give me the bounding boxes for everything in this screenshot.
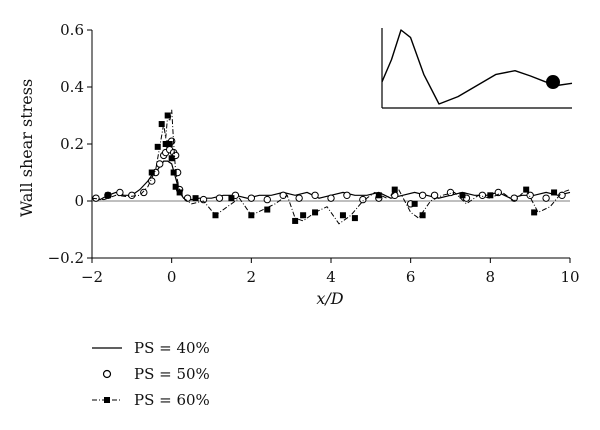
point-ps50: [359, 195, 367, 204]
point-ps60: [551, 189, 558, 196]
point-ps50: [247, 194, 256, 202]
y-tick-label: 0.2: [60, 135, 84, 153]
x-tick-label: 4: [326, 268, 336, 286]
point-ps60: [459, 192, 466, 199]
axes: −2 0 2 4 6 8 10 −0.2 0 0.2 0.4 0.6: [48, 21, 580, 286]
point-ps60: [212, 212, 219, 219]
point-ps60: [104, 192, 111, 199]
inset-particle: [546, 75, 560, 90]
x-tick-label: −2: [81, 268, 103, 286]
y-tick-label: 0.4: [60, 78, 84, 96]
point-ps60: [487, 192, 494, 199]
point-ps50: [279, 191, 287, 200]
point-ps60: [523, 186, 530, 193]
legend-swatch-square: [104, 397, 110, 403]
point-ps60: [192, 195, 199, 202]
legend-label: PS = 60%: [134, 391, 210, 409]
series-layer: [91, 109, 571, 225]
point-ps60: [351, 215, 358, 222]
point-ps60: [411, 200, 418, 207]
point-ps50: [140, 188, 148, 197]
x-tick-label: 0: [167, 268, 177, 286]
x-tick-label: 6: [406, 268, 416, 286]
point-ps60: [228, 195, 235, 202]
point-ps50: [156, 160, 164, 168]
y-axis-label: Wall shear stress: [17, 79, 36, 217]
point-ps60: [419, 212, 426, 219]
point-ps50: [128, 191, 136, 200]
series-line-ps60: [91, 109, 571, 225]
point-ps50: [327, 194, 335, 202]
y-tick-label: −0.2: [48, 249, 84, 267]
point-ps50: [311, 191, 319, 200]
inset: [381, 28, 573, 109]
legend-label: PS = 40%: [134, 339, 210, 357]
x-tick-label: 8: [486, 268, 496, 286]
x-axis-label: x/D: [316, 289, 343, 308]
point-ps50: [542, 194, 550, 202]
legend: PS = 40% PS = 50% PS = 60%: [92, 339, 210, 409]
point-ps60: [391, 186, 398, 193]
legend-swatch-circle: [102, 369, 112, 379]
point-ps60: [300, 212, 307, 219]
point-ps60: [170, 169, 177, 176]
point-ps60: [168, 155, 175, 162]
point-ps60: [531, 209, 538, 216]
legend-label: PS = 50%: [134, 365, 210, 383]
point-ps60: [172, 183, 179, 190]
point-ps60: [292, 217, 299, 224]
x-tick-label: 10: [560, 268, 579, 286]
point-ps60: [148, 169, 155, 176]
y-tick-label: 0: [74, 192, 84, 210]
point-ps60: [176, 189, 183, 196]
point-ps60: [162, 141, 169, 147]
point-ps50: [215, 194, 224, 202]
point-ps60: [312, 209, 319, 216]
point-ps50: [295, 194, 303, 202]
point-ps60: [166, 141, 173, 147]
inset-wall-profile: [381, 29, 573, 105]
point-ps50: [183, 194, 192, 202]
point-ps60: [339, 212, 346, 219]
point-ps60: [158, 121, 165, 128]
point-ps50: [263, 195, 271, 204]
y-tick-label: 0.6: [60, 21, 84, 39]
point-ps60: [164, 112, 171, 119]
point-ps50: [116, 188, 124, 197]
point-ps60: [248, 212, 255, 219]
point-ps50: [430, 191, 439, 200]
point-ps60: [154, 143, 161, 150]
point-ps50: [418, 191, 427, 200]
point-ps50: [343, 191, 351, 200]
x-tick-label: 2: [247, 268, 257, 286]
point-ps60: [264, 206, 271, 213]
point-ps60: [375, 192, 382, 199]
